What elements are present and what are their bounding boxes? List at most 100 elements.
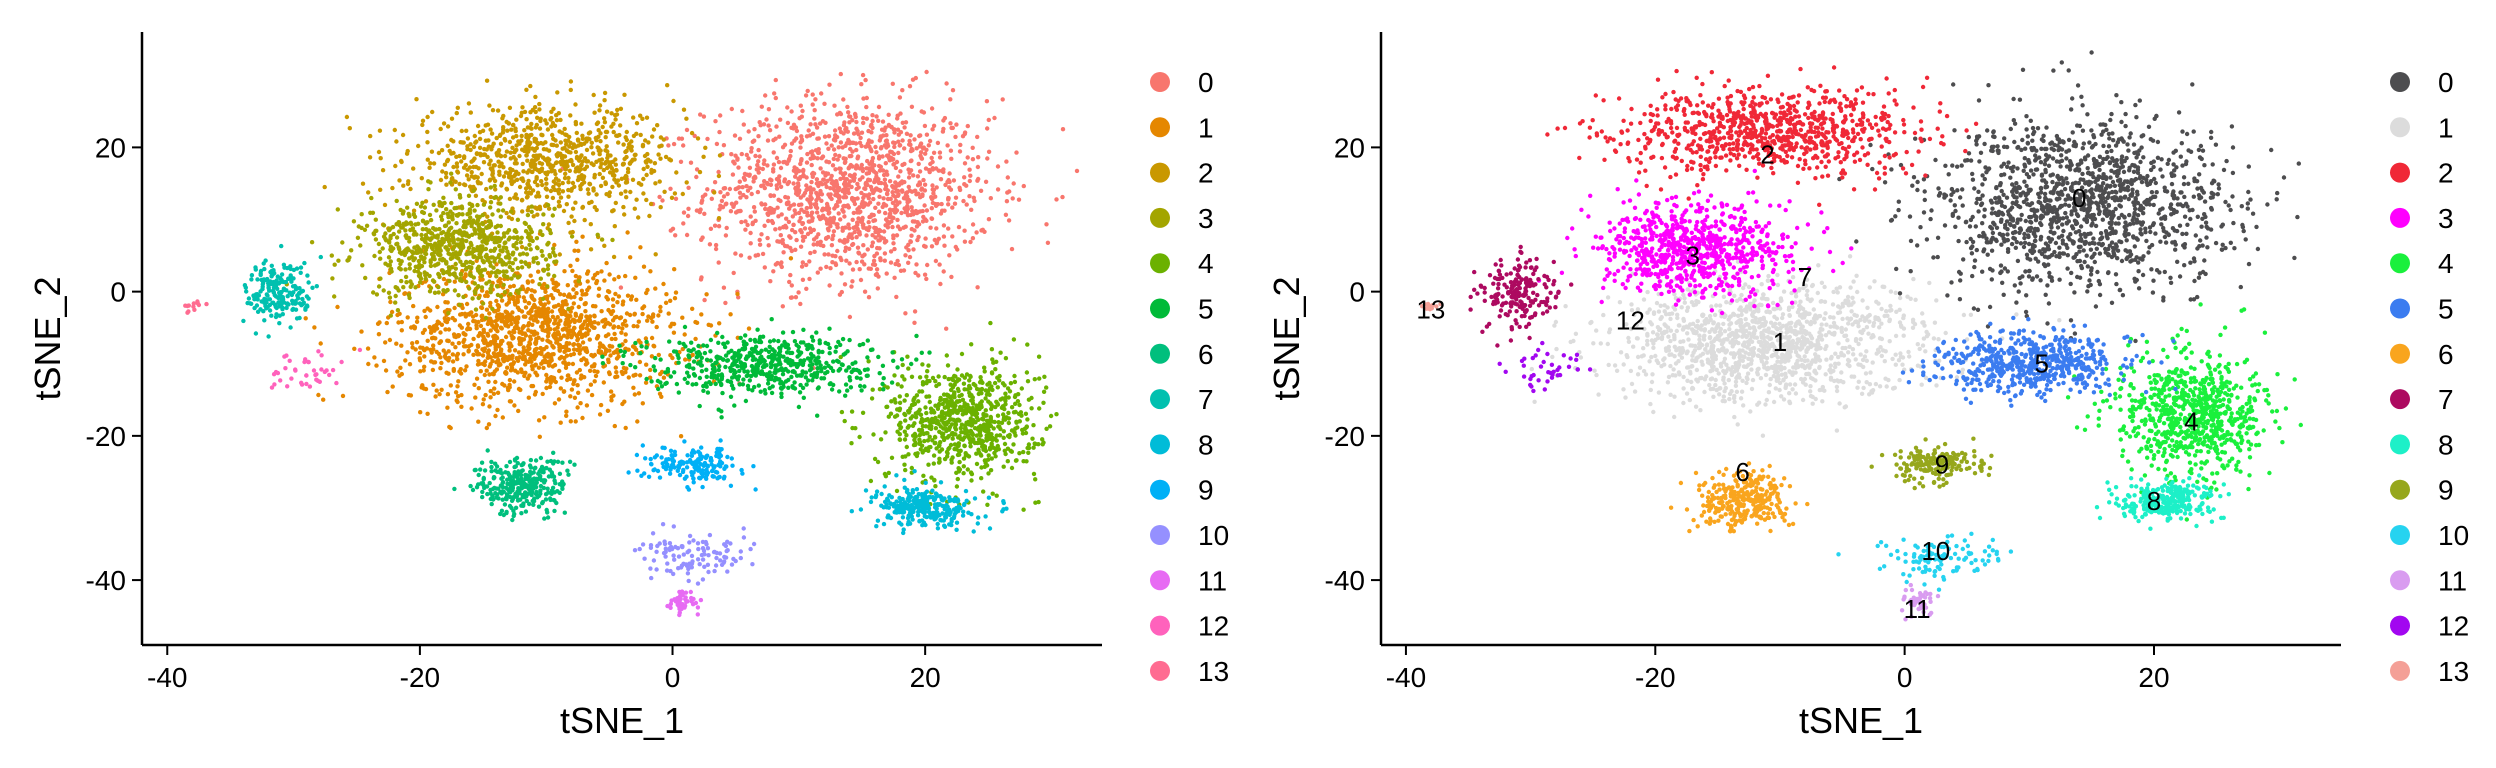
point — [789, 295, 795, 300]
point — [522, 109, 528, 115]
point — [834, 182, 840, 187]
point — [573, 311, 578, 316]
point — [985, 502, 990, 507]
point — [395, 241, 400, 246]
point — [525, 139, 530, 145]
point — [469, 242, 474, 248]
point — [408, 393, 414, 398]
point — [576, 279, 582, 284]
point — [488, 205, 493, 210]
point — [576, 304, 581, 310]
point — [787, 279, 792, 285]
point — [554, 340, 559, 345]
point — [983, 179, 989, 184]
point — [612, 173, 617, 178]
point — [558, 292, 563, 297]
point — [482, 236, 487, 241]
point — [364, 223, 370, 228]
point — [831, 147, 837, 152]
point — [571, 144, 576, 149]
point — [532, 148, 537, 153]
point — [850, 267, 856, 272]
point — [952, 201, 958, 206]
point — [349, 248, 354, 253]
point — [454, 221, 459, 226]
point — [620, 322, 626, 327]
point — [909, 226, 914, 232]
point — [649, 167, 654, 173]
point — [439, 217, 445, 222]
point — [336, 258, 341, 263]
point — [644, 290, 649, 296]
point — [897, 394, 902, 399]
point — [613, 117, 618, 122]
point — [484, 368, 489, 373]
point — [751, 179, 756, 184]
point — [810, 174, 815, 179]
point — [474, 376, 480, 381]
point — [472, 254, 477, 259]
point — [927, 378, 932, 384]
point — [854, 235, 859, 240]
point — [930, 167, 936, 172]
point — [866, 128, 871, 134]
point — [1044, 222, 1049, 227]
point — [555, 288, 561, 294]
point — [597, 108, 602, 113]
point — [464, 279, 469, 285]
point — [604, 129, 610, 135]
point — [586, 191, 591, 196]
point — [867, 225, 872, 230]
point — [533, 109, 538, 115]
point — [1015, 425, 1020, 430]
point — [449, 171, 454, 176]
point — [941, 223, 947, 228]
point — [529, 294, 534, 299]
point — [927, 138, 933, 144]
point — [885, 225, 891, 230]
point — [866, 266, 871, 271]
point — [381, 288, 386, 293]
point — [585, 388, 591, 393]
point — [713, 119, 718, 124]
point — [969, 207, 974, 212]
point — [544, 321, 550, 326]
point — [579, 357, 584, 363]
point — [859, 82, 864, 87]
point — [771, 162, 777, 167]
point — [520, 331, 525, 336]
point — [774, 155, 780, 161]
point — [558, 420, 563, 425]
point — [1003, 212, 1009, 217]
point — [808, 156, 813, 161]
point — [483, 315, 489, 321]
point — [475, 352, 480, 357]
point — [567, 323, 572, 329]
point — [438, 177, 444, 183]
point — [546, 363, 552, 368]
point — [908, 239, 913, 244]
point — [793, 247, 798, 252]
point — [668, 228, 673, 233]
point — [557, 129, 562, 134]
point — [752, 127, 757, 132]
point — [912, 395, 917, 401]
point — [874, 150, 879, 155]
point — [483, 123, 488, 128]
point — [477, 252, 482, 257]
point — [420, 330, 426, 335]
point — [886, 221, 892, 226]
point — [545, 284, 550, 289]
point — [401, 183, 406, 188]
point — [805, 197, 810, 202]
point — [762, 185, 767, 191]
point — [1009, 465, 1015, 471]
point — [546, 158, 551, 163]
point — [453, 261, 458, 267]
point — [637, 359, 643, 365]
point — [746, 129, 751, 134]
point — [1060, 194, 1065, 200]
point — [381, 223, 387, 228]
point — [938, 397, 943, 403]
point — [759, 183, 764, 189]
